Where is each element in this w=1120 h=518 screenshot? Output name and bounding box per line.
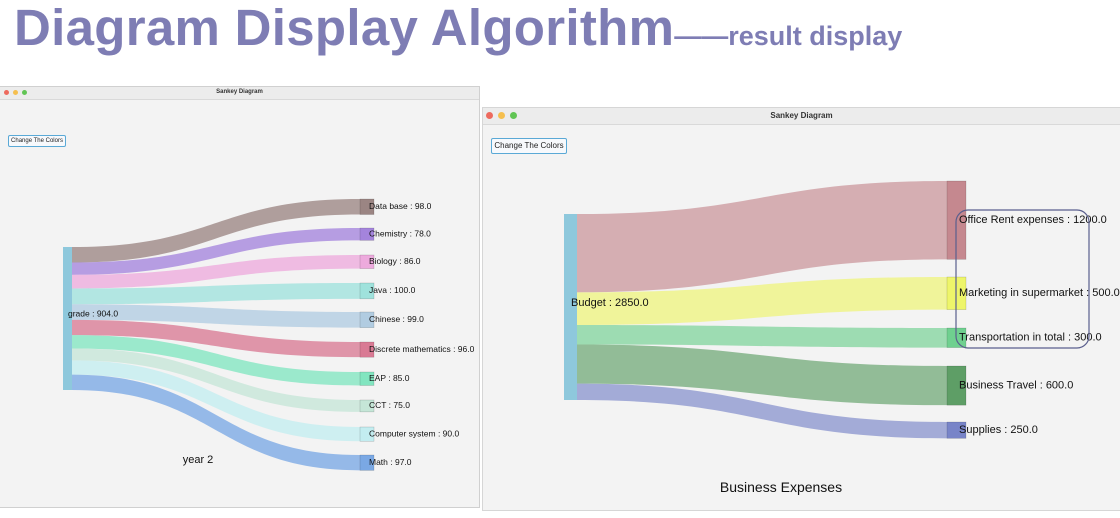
target-label: Business Travel : 600.0	[959, 379, 1073, 391]
sankey-labels: grade : 904.0 Data base : 98.0 Chemistry :…	[68, 201, 475, 467]
sankey-link	[72, 304, 360, 328]
sankey-link	[577, 324, 947, 348]
source-node	[564, 214, 577, 400]
sankey-link	[72, 283, 360, 305]
sankey-nodes	[63, 198, 375, 471]
target-node	[359, 311, 375, 328]
sankey-link	[72, 374, 360, 471]
target-label: EAP : 85.0	[369, 373, 410, 383]
target-node	[359, 399, 375, 413]
sankey-link	[577, 344, 947, 406]
target-node	[359, 426, 375, 442]
target-node	[946, 365, 967, 406]
annotation-highlight-box	[955, 209, 1090, 349]
target-node	[359, 371, 375, 386]
window-titlebar: Sankey Diagram	[0, 87, 479, 100]
change-colors-button[interactable]: Change The Colors	[8, 135, 66, 147]
close-window-icon[interactable]	[486, 112, 493, 119]
target-label: Transportation in total : 300.0	[959, 332, 1102, 344]
target-label: Java : 100.0	[369, 285, 416, 295]
minimize-window-icon[interactable]	[13, 90, 18, 95]
sankey-diagram-left: grade : 904.0 Data base : 98.0 Chemistry :…	[63, 198, 475, 471]
window-title: Sankey Diagram	[770, 111, 833, 120]
sankey-links	[72, 199, 360, 471]
target-node	[359, 341, 375, 358]
sankey-link	[72, 228, 360, 275]
target-node	[359, 282, 375, 300]
window-titlebar: Sankey Diagram	[483, 108, 1120, 125]
target-label: Data base : 98.0	[369, 201, 432, 211]
target-label: CCT : 75.0	[369, 400, 410, 410]
target-label: Office Rent expenses : 1200.0	[959, 214, 1107, 226]
target-node	[359, 227, 375, 241]
target-label: Computer system : 90.0	[369, 428, 460, 438]
diagram-caption: Business Expenses	[720, 479, 842, 495]
window-title: Sankey Diagram	[216, 89, 263, 95]
target-node	[359, 198, 375, 215]
sankey-link	[577, 277, 947, 325]
sankey-diagram-right: Budget : 2850.0 Office Rent expenses : 12…	[564, 180, 1120, 495]
slide-subtitle: ——result display	[674, 21, 903, 51]
source-label: grade : 904.0	[68, 308, 118, 318]
target-label: Chinese : 99.0	[369, 314, 424, 324]
minimize-window-icon[interactable]	[498, 112, 505, 119]
target-label: Math : 97.0	[369, 457, 412, 467]
slide-title: Diagram Display Algorithm——result displa…	[14, 2, 902, 53]
sankey-link	[72, 348, 360, 412]
sankey-link	[577, 181, 947, 293]
sankey-links	[577, 181, 947, 439]
close-window-icon[interactable]	[4, 90, 9, 95]
sankey-link	[577, 383, 947, 439]
slide-title-main: Diagram Display Algorithm	[14, 0, 675, 56]
target-label: Chemistry : 78.0	[369, 228, 431, 238]
target-label: Discrete mathematics : 96.0	[369, 344, 475, 354]
sankey-link	[72, 319, 360, 358]
diagram-caption: year 2	[183, 454, 214, 466]
target-node	[359, 254, 375, 269]
sankey-link	[72, 199, 360, 263]
sankey-labels: Budget : 2850.0 Office Rent expenses : 12…	[571, 214, 1120, 495]
target-label: Biology : 86.0	[369, 256, 421, 266]
change-colors-button[interactable]: Change The Colors	[491, 138, 567, 154]
zoom-window-icon[interactable]	[22, 90, 27, 95]
target-label: Marketing in supermarket : 500.0	[959, 287, 1120, 299]
target-node	[359, 454, 375, 471]
sankey-window-right: Sankey Diagram Change The Colors Budget …	[483, 108, 1120, 510]
sankey-window-left: Sankey Diagram Change The Colors grade :…	[0, 87, 479, 507]
target-label: Supplies : 250.0	[959, 424, 1038, 436]
zoom-window-icon[interactable]	[510, 112, 517, 119]
sankey-link	[72, 360, 360, 442]
source-node	[63, 247, 72, 390]
source-label: Budget : 2850.0	[571, 297, 649, 309]
target-node	[946, 421, 967, 439]
sankey-link	[72, 335, 360, 386]
sankey-link	[72, 255, 360, 289]
